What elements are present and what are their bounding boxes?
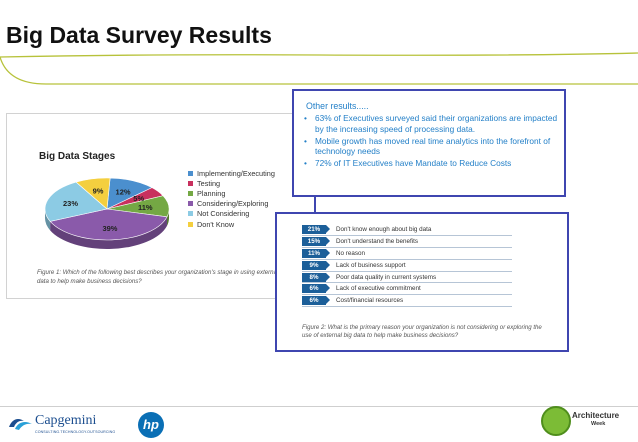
bullet-icon: •	[304, 158, 307, 169]
hp-logo: hp	[138, 412, 164, 438]
legend-swatch	[188, 180, 193, 186]
reason-text: Don't know enough about big data	[336, 226, 432, 233]
chart-legend: Implementing/Executing Testing Planning Con…	[188, 168, 275, 229]
reason-row: 6% Lack of executive commitment	[302, 283, 512, 296]
chart-title: Big Data Stages	[39, 151, 116, 162]
other-results-item: • 63% of Executives surveyed said their o…	[304, 113, 558, 134]
percent-badge: 6%	[302, 296, 330, 306]
reason-row: 11% No reason	[302, 248, 512, 260]
legend-label: Considering/Exploring	[197, 199, 269, 209]
footer-divider	[0, 406, 638, 407]
slice-value-label: 39%	[102, 224, 117, 233]
big-data-stages-panel: Big Data Stages 12% 5% 11% 39% 23% 9% Impleme…	[6, 113, 316, 299]
slice-value-label: 9%	[93, 186, 104, 195]
pie-side-wall	[50, 216, 167, 249]
other-results-item: • 72% of IT Executives have Mandate to Re…	[304, 158, 512, 169]
bullet-icon: •	[304, 113, 307, 123]
title-underline	[0, 52, 638, 85]
legend-item: Considering/Exploring	[188, 199, 275, 209]
pie-slice	[49, 208, 168, 241]
legend-swatch	[188, 211, 193, 217]
capgemini-wordmark: Capgemini	[35, 413, 97, 428]
reason-text: Don't understand the benefits	[336, 237, 419, 245]
reason-text: Lack of business support	[336, 261, 406, 269]
reason-row: 6% Cost/financial resources	[302, 295, 512, 308]
pie-side-wall	[45, 209, 51, 231]
legend-item: Don't Know	[188, 219, 275, 229]
reason-text: Cost/financial resources	[336, 297, 404, 305]
capgemini-logo: Capgemini CONSULTING.TECHNOLOGY.OUTSOURC…	[6, 411, 115, 439]
percent-badge: 21%	[302, 225, 330, 234]
legend-item: Planning	[188, 188, 275, 198]
architecture-word: Architecture	[572, 411, 620, 420]
panel-connector	[314, 197, 326, 213]
reason-row: 8% Poor data quality in current systems	[302, 272, 512, 284]
bullet-icon: •	[304, 135, 307, 146]
pie-slice	[75, 177, 111, 210]
capgemini-tagline: CONSULTING.TECHNOLOGY.OUTSOURCING	[35, 430, 116, 434]
reason-text: Poor data quality in current systems	[336, 273, 437, 281]
reason-text: No reason	[336, 249, 366, 257]
percent-badge: 15%	[302, 236, 330, 246]
legend-label: Not Considering	[197, 209, 250, 219]
slice-value-label: 11%	[138, 203, 153, 212]
slice-value-label: 12%	[116, 188, 131, 197]
percent-badge: 11%	[302, 248, 330, 258]
legend-label: Planning	[197, 188, 226, 198]
other-results-item: • Mobile growth has moved real time analy…	[304, 135, 551, 157]
lightbulb-icon	[541, 406, 571, 436]
percent-badge: 9%	[302, 260, 330, 270]
figure1-caption: Figure 1: Which of the following best de…	[37, 269, 289, 285]
pie-slice	[44, 181, 108, 222]
other-results-panel: Other results..... • 63% of Executives su…	[292, 89, 566, 197]
capgemini-spade-icon	[9, 419, 32, 430]
week-word: Week	[591, 421, 606, 427]
percent-badge: 6%	[302, 284, 330, 294]
legend-item: Not Considering	[188, 209, 275, 219]
legend-label: Implementing/Executing	[197, 168, 275, 178]
slice-value-label: 23%	[63, 199, 78, 208]
legend-item: Testing	[188, 178, 275, 188]
legend-swatch	[188, 170, 193, 176]
legend-swatch	[188, 221, 193, 227]
percent-badge: 8%	[302, 272, 330, 282]
architecture-week-logo: Architecture Week	[541, 404, 635, 440]
legend-label: Testing	[197, 178, 221, 188]
reason-row: 15% Don't understand the benefits	[302, 236, 512, 248]
slide-title: Big Data Survey Results	[6, 22, 272, 48]
other-results-list: • 63% of Executives surveyed said their o…	[304, 113, 558, 170]
reason-row: 21% Don't know enough about big data	[302, 224, 512, 236]
reason-text: Lack of executive commitment	[336, 285, 421, 293]
other-results-heading: Other results.....	[306, 101, 369, 111]
pie-chart: 12%5%11% 39% 23% 9%	[44, 177, 170, 249]
legend-swatch	[188, 201, 193, 207]
slice-value-label: 5%	[133, 194, 144, 203]
legend-label: Don't Know	[197, 219, 235, 229]
reason-row: 9% Lack of business support	[302, 260, 512, 272]
reasons-panel: 21% Don't know enough about big data 15% D…	[275, 212, 569, 352]
figure2-caption: Figure 2: What is the primary reason you…	[302, 324, 542, 340]
legend-item: Implementing/Executing	[188, 168, 275, 178]
reasons-list: 21% Don't know enough about big data 15% D…	[302, 224, 512, 308]
legend-swatch	[188, 190, 193, 196]
